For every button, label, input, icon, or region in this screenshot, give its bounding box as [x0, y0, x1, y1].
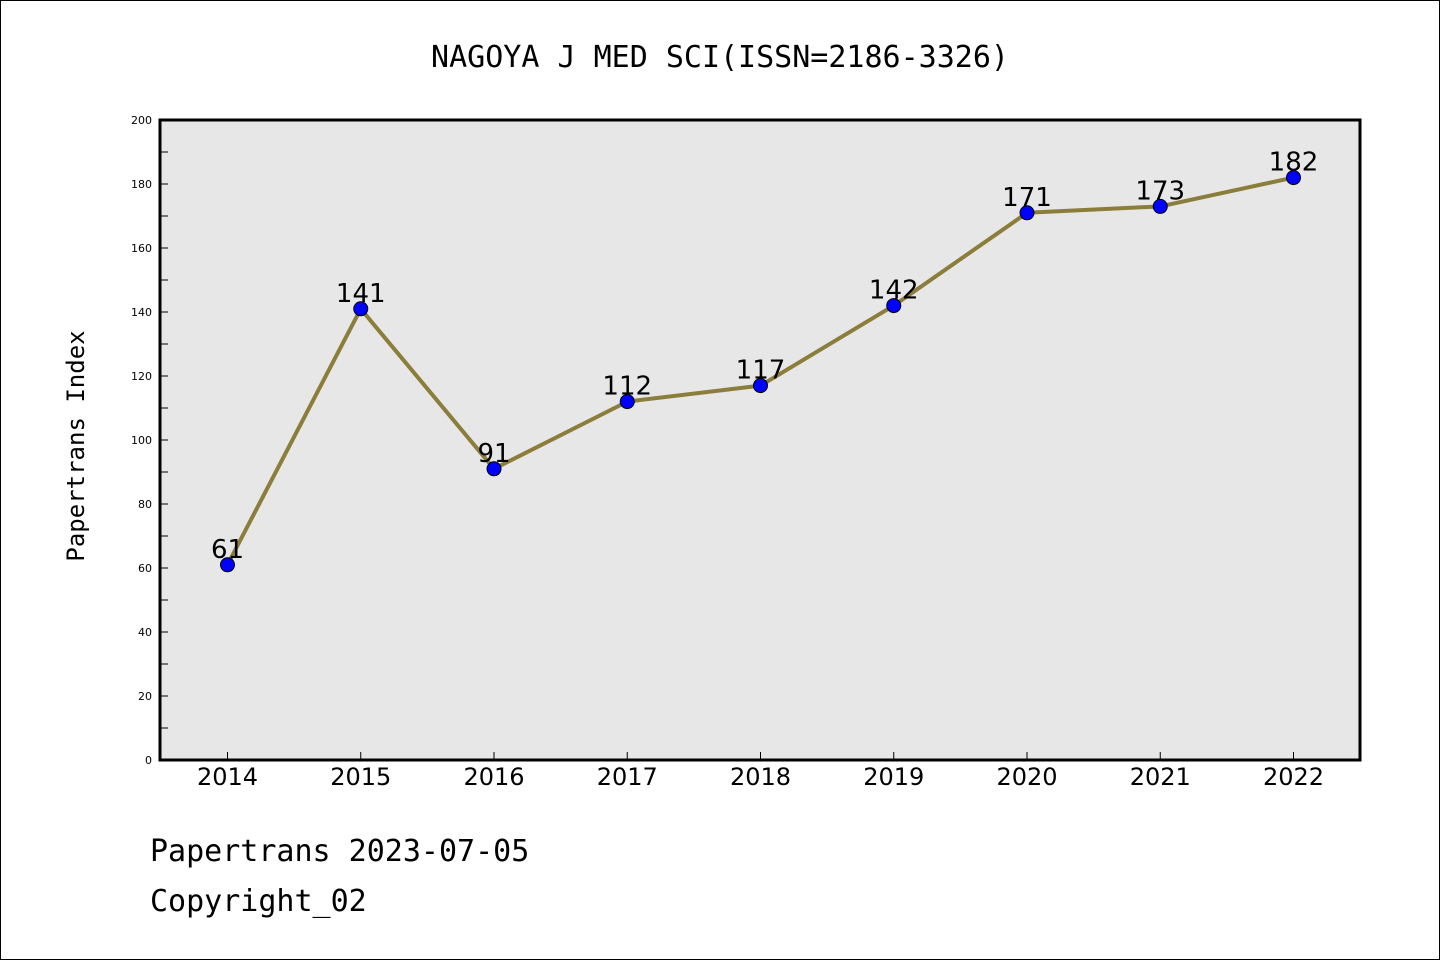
y-tick-label: 100	[131, 434, 152, 447]
x-tick-label: 2017	[597, 763, 658, 791]
data-label: 61	[211, 535, 244, 565]
data-label: 173	[1135, 176, 1185, 206]
chart-title: NAGOYA J MED SCI(ISSN=2186-3326)	[431, 40, 1009, 75]
x-axis-ticks: 2014 2015 2016 2017 2018 2019 2020 2021 2022	[197, 752, 1324, 791]
y-tick-label: 60	[138, 562, 152, 575]
x-tick-label: 2015	[330, 763, 391, 791]
y-axis-ticks: 0 20 40 60 80 100 120 140 160 180 200	[131, 114, 168, 767]
y-tick-label: 40	[138, 626, 152, 639]
data-label: 142	[869, 276, 919, 306]
y-tick-label: 20	[138, 690, 152, 703]
data-point	[486, 461, 502, 477]
x-tick-label: 2022	[1263, 763, 1324, 791]
data-point	[886, 298, 902, 314]
x-tick-label: 2019	[863, 763, 924, 791]
x-tick-label: 2014	[197, 763, 258, 791]
series-group: 61 141 91 112 117 142 171 173 182	[211, 148, 1319, 573]
footer-brand-date: Papertrans 2023-07-05	[150, 834, 530, 869]
x-tick-label: 2016	[463, 763, 524, 791]
data-point	[1286, 170, 1301, 186]
data-point	[220, 557, 235, 573]
y-axis-label: Papertrans Index	[62, 330, 90, 561]
y-tick-label: 0	[145, 754, 152, 767]
x-tick-label: 2021	[1130, 763, 1191, 791]
data-label: 182	[1269, 148, 1319, 178]
data-point	[753, 378, 768, 394]
data-point	[353, 301, 369, 317]
x-tick-label: 2018	[730, 763, 791, 791]
plot-border	[158, 118, 1362, 762]
y-tick-label: 140	[131, 306, 152, 319]
data-label: 91	[477, 439, 510, 469]
y-tick-label: 200	[131, 114, 152, 127]
data-label: 112	[602, 372, 652, 402]
data-point	[1019, 205, 1035, 221]
x-tick-label: 2020	[996, 763, 1057, 791]
footer-copyright: Copyright_02	[150, 884, 367, 919]
data-label: 141	[336, 279, 386, 309]
plot-area	[160, 120, 1360, 760]
y-tick-label: 160	[131, 242, 152, 255]
data-point	[619, 394, 635, 410]
y-tick-label: 80	[138, 498, 152, 511]
data-label: 171	[1002, 183, 1052, 213]
y-tick-label: 120	[131, 370, 152, 383]
data-point	[1152, 198, 1168, 214]
data-label: 117	[736, 356, 786, 386]
y-tick-label: 180	[131, 178, 152, 191]
